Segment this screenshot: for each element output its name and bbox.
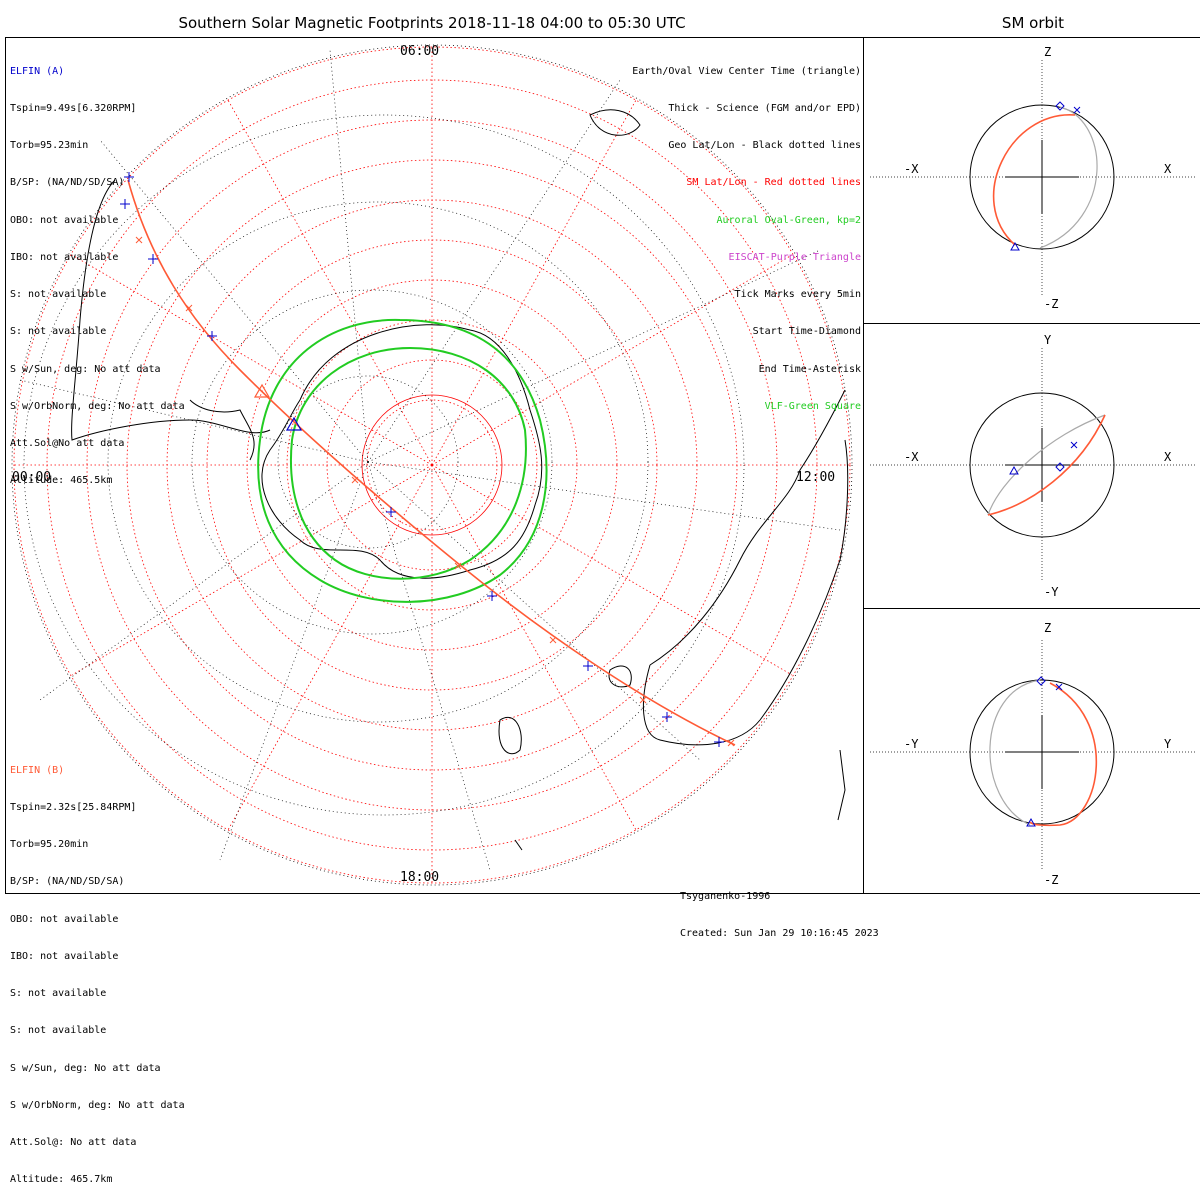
orbit-yz-bottom-label: -Z [1044,873,1059,887]
orbit-xz-left-label: -X [904,162,919,176]
elfin-a-line: Tspin=9.49s[6.320RPM] [10,103,137,115]
elfin-b-line: Tspin=2.32s[25.84RPM] [10,802,137,814]
orbit-panel-divider [864,608,1200,609]
elfin-b-tick-marks [135,236,735,747]
orbit-yz-top-label: Z [1044,621,1052,635]
plot-title: Southern Solar Magnetic Footprints 2018-… [178,14,686,32]
orbit-panel-yz [870,640,1196,870]
elfin-a-line: S: not available [10,289,107,301]
mlt-label-bottom: 18:00 [400,870,440,885]
elfin-b-line: S w/OrbNorm, deg: No att data [10,1099,185,1111]
elfin-b-name: ELFIN (B) [10,764,65,776]
orbit-yz-right-label: Y [1164,737,1172,751]
elfin-b-view-center-triangle [253,383,271,398]
elfin-b-line: Altitude: 465.7km [10,1174,113,1186]
coastlines [71,109,849,851]
elfin-a-view-center-triangle [285,416,303,431]
elfin-b-line: Att.Sol@: No att data [10,1137,137,1148]
elfin-a-line: IBO: not available [10,251,119,263]
legend: Earth/Oval View Center Time (triangle) T… [632,41,861,426]
elfin-a-info: ELFIN (A) Tspin=9.49s[6.320RPM] Torb=95.… [10,41,185,500]
legend-item: Auroral Oval-Green, kp=2 [716,214,862,226]
elfin-a-name: ELFIN (A) [10,65,65,77]
orbit-panel-xz [870,60,1196,295]
elfin-b-line: S w/Sun, deg: No att data [10,1062,161,1074]
legend-item: End Time-Asterisk [758,363,861,375]
legend-item: VLF-Green Square [764,400,861,412]
elfin-a-line: Torb=95.23min [10,140,89,152]
legend-item: Thick - Science (FGM and/or EPD) [668,103,861,115]
footprint-map-frame [5,37,864,894]
orbit-panel-xy [870,348,1196,582]
elfin-a-line: S: not available [10,326,107,338]
credits: Tsyganenko-1996 Created: Sun Jan 29 10:1… [680,866,879,953]
orbit-xy-left-label: -X [904,450,919,464]
elfin-b-footprint-track [127,179,736,746]
elfin-b-line: IBO: not available [10,950,119,962]
orbit-xy-top-label: Y [1044,333,1052,347]
elfin-b-line: Torb=95.20min [10,839,89,851]
mlt-label-left: 00:00 [12,470,52,485]
elfin-b-line: B/SP: (NA/ND/SD/SA) [10,876,125,888]
orbit-xz-right-label: X [1164,162,1172,176]
elfin-a-line: S w/Sun, deg: No att data [10,363,161,375]
created-timestamp: Created: Sun Jan 29 10:16:45 2023 [680,928,879,940]
orbit-panels-frame [864,37,1200,894]
legend-item: SM Lat/Lon - Red dotted lines [686,177,861,189]
sm-pole-circle [361,394,503,536]
elfin-b-line: S: not available [10,988,107,1000]
elfin-a-line: Altitude: 465.5km [10,475,113,487]
elfin-a-line: OBO: not available [10,214,119,226]
orbit-xz-top-label: Z [1044,45,1052,59]
legend-item: Earth/Oval View Center Time (triangle) [632,65,861,77]
elfin-b-line: OBO: not available [10,913,119,925]
elfin-b-line: S: not available [10,1025,107,1037]
legend-item: Start Time-Diamond [752,326,861,338]
elfin-b-info: ELFIN (B) Tspin=2.32s[25.84RPM] Torb=95.… [10,740,185,1199]
orbit-yz-left-label: -Y [904,737,919,751]
elfin-a-line: Att.Sol@No att data [10,438,125,449]
auroral-oval [257,318,548,603]
mlt-label-top: 06:00 [400,44,440,59]
legend-item: Geo Lat/Lon - Black dotted lines [668,140,861,152]
orbit-xy-right-label: X [1164,450,1172,464]
sm-meridians [14,47,850,883]
elfin-a-line: B/SP: (NA/ND/SD/SA) [10,177,125,189]
orbit-panel-divider [864,323,1200,324]
orbit-xz-bottom-label: -Z [1044,297,1059,311]
mlt-label-right: 12:00 [796,470,836,485]
geo-grid-lines [19,49,841,871]
legend-item: EISCAT-Purple Triangle [728,251,861,263]
elfin-a-tick-marks [120,172,724,747]
orbit-xy-bottom-label: -Y [1044,585,1059,599]
orbit-panel-title: SM orbit [1001,14,1065,32]
map-boundary [11,44,853,886]
elfin-a-line: S w/OrbNorm, deg: No att data [10,400,185,412]
footprint-map [11,44,1196,886]
legend-item: Tick Marks every 5min [734,289,861,301]
model-name: Tsyganenko-1996 [680,890,771,902]
